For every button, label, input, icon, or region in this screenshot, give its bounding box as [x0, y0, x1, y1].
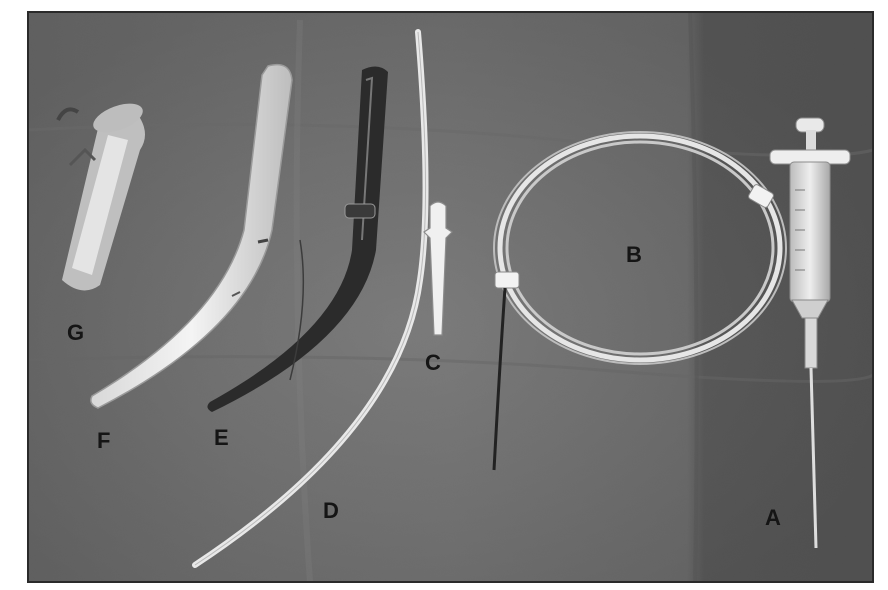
- label-c: C: [425, 350, 441, 375]
- item-g-connector: [56, 103, 145, 291]
- label-e: E: [214, 425, 229, 450]
- item-a-syringe: [769, 117, 851, 549]
- item-f-tube: [90, 63, 293, 409]
- item-c-cap: [423, 201, 453, 336]
- label-g: G: [67, 320, 85, 345]
- label-b: B: [626, 242, 642, 267]
- label-a: A: [765, 505, 781, 530]
- label-d: D: [323, 498, 339, 523]
- item-b-guidewire: [492, 131, 787, 471]
- label-f: F: [97, 428, 111, 453]
- item-e-stylet: [207, 66, 388, 412]
